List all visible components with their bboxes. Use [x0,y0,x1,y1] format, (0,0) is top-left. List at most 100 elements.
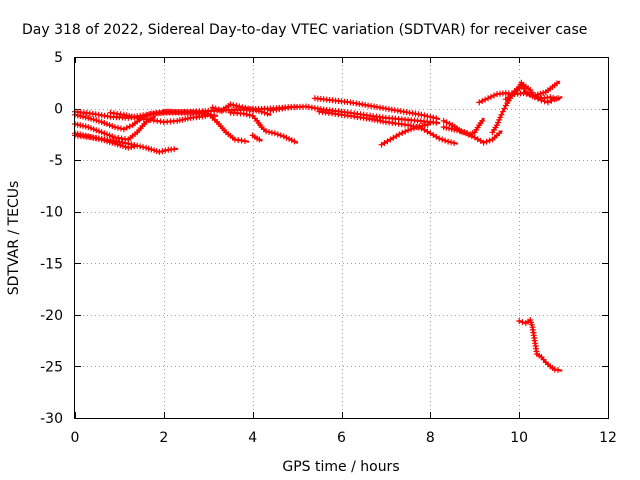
data-point-marker [405,127,412,134]
data-point-marker [261,109,268,116]
data-point-marker [202,110,209,116]
data-point-marker [545,99,551,106]
series-arc-11 [267,103,441,126]
axis-ticks: 0 2 4 6 8 10 12 -30 -25 -20 -15 -10 -5 0 5 [40,50,617,446]
data-point-marker [424,121,431,128]
series-arc-09 [227,109,299,145]
data-point-marker [243,111,250,118]
series-arc-16 [440,124,503,146]
data-point-marker [277,132,284,139]
data-point-marker [519,319,526,326]
data-point-marker [268,129,275,136]
data-point-marker [96,118,102,125]
data-point-marker [114,124,121,131]
x-tick-label: 8 [426,430,435,446]
data-point-marker [496,130,503,137]
y-tick-label: -5 [49,153,63,169]
data-point-marker [128,141,135,148]
chart-title: Day 318 of 2022, Sidereal Day-to-day VTE… [22,22,587,38]
data-point-marker [126,123,133,130]
y-tick-label: -10 [40,205,63,221]
y-tick-label: -20 [40,308,63,324]
data-point-marker [92,111,99,118]
x-tick-label: 2 [159,430,168,446]
data-point-marker [246,112,253,119]
data-point-marker [230,102,237,109]
series-arc-08 [209,101,272,117]
data-point-marker [239,104,246,111]
y-tick-label: 5 [54,50,63,66]
data-point-marker [499,108,506,115]
data-point-marker [531,94,538,101]
data-point-marker [442,137,449,144]
data-point-marker [134,142,141,149]
data-point-marker [263,128,269,135]
data-point-marker [74,121,81,128]
data-point-marker [131,142,138,148]
data-point-marker [501,105,508,112]
data-point-marker [145,145,152,152]
data-point-marker [88,115,94,122]
data-point-marker [436,135,443,142]
series-arc-20 [516,317,563,373]
data-point-marker [90,116,97,123]
data-point-marker [148,146,155,153]
data-point-marker [236,103,243,110]
series-arc-03 [72,115,156,143]
data-point-marker [456,128,463,135]
data-point-marker [448,139,455,146]
data-point-marker [520,90,527,97]
data-point-marker [106,122,113,129]
plot-frame [74,57,609,419]
y-tick-label: 0 [54,102,63,118]
data-point-marker [125,140,132,147]
data-point-marker [117,111,124,118]
data-point-marker [415,111,422,118]
series-arc-07 [160,108,250,145]
data-point-marker [498,111,505,118]
data-point-marker [553,80,560,87]
data-point-marker [555,95,561,102]
data-point-marker [427,113,434,120]
series-arc-17 [489,79,561,136]
data-point-marker [233,102,240,109]
x-tick-label: 0 [71,430,80,446]
series-arc-06 [107,109,210,125]
data-point-marker [96,128,102,135]
series-arc-14 [378,121,432,148]
data-point-marker [555,367,561,373]
data-point-marker [422,122,428,129]
data-point-marker [241,138,248,145]
data-point-marker [227,101,234,108]
data-point-marker [209,104,216,111]
data-point-marker [85,114,92,121]
data-point-marker [93,127,100,134]
data-point-marker [451,140,457,146]
data-point-marker [523,90,530,97]
data-point-marker [120,126,127,133]
series-arc-10 [249,132,263,143]
data-point-marker [242,104,249,111]
series-arc-05 [72,132,179,155]
data-point-marker [247,106,254,113]
data-point-marker [538,97,545,104]
data-point-marker [433,115,440,122]
data-point-marker [240,110,247,117]
data-point-marker [256,136,263,143]
data-point-marker [274,131,281,138]
x-axis-label: GPS time / hours [282,459,399,475]
data-point-marker [159,148,166,155]
data-point-marker [443,119,450,126]
data-point-marker [430,114,437,121]
data-point-marker [137,143,144,150]
data-point-marker [454,127,460,134]
data-point-marker [93,117,100,124]
y-axis-label: SDTVAR / TECUs [6,181,22,296]
data-point-marker [101,120,108,126]
data-point-marker [445,138,452,145]
data-point-marker [408,126,415,133]
data-point-marker [98,119,105,125]
data-point-marker [480,139,487,146]
x-tick-label: 10 [510,430,528,446]
